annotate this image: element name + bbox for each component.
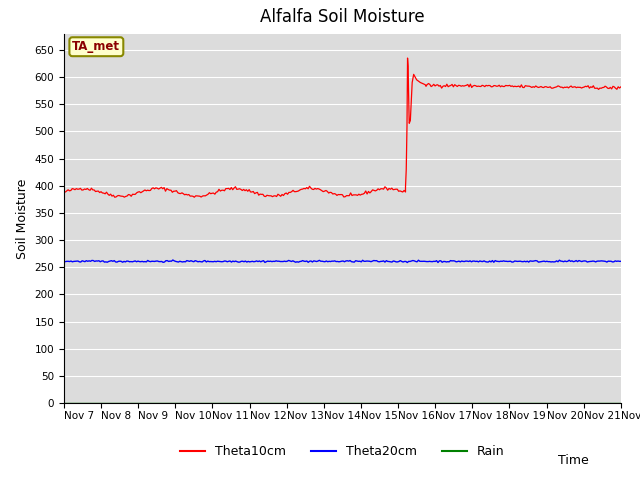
Theta20cm xyxy=(465,259,472,264)
Theta10cm xyxy=(493,84,500,89)
Title: Alfalfa Soil Moisture: Alfalfa Soil Moisture xyxy=(260,9,425,26)
Text: Time: Time xyxy=(558,454,589,467)
Theta10cm xyxy=(111,194,118,200)
Y-axis label: Soil Moisture: Soil Moisture xyxy=(16,178,29,259)
Theta20cm xyxy=(169,257,177,263)
Line: Theta20cm: Theta20cm xyxy=(64,260,621,263)
Line: Theta10cm: Theta10cm xyxy=(64,58,621,197)
Theta10cm xyxy=(404,55,412,61)
Theta10cm xyxy=(226,187,234,192)
Theta10cm xyxy=(307,185,315,191)
Theta20cm xyxy=(60,259,68,265)
Theta20cm xyxy=(403,260,411,265)
Theta20cm xyxy=(127,259,135,264)
Text: TA_met: TA_met xyxy=(72,40,120,53)
Theta20cm xyxy=(243,259,251,265)
Theta10cm xyxy=(578,85,586,91)
Theta20cm xyxy=(468,259,476,264)
Theta10cm xyxy=(488,84,495,90)
Theta20cm xyxy=(617,258,625,264)
Theta20cm xyxy=(282,259,290,264)
Theta10cm xyxy=(60,189,68,195)
Legend: Theta10cm, Theta20cm, Rain: Theta10cm, Theta20cm, Rain xyxy=(175,441,509,464)
Theta10cm xyxy=(359,191,367,197)
Theta20cm xyxy=(413,259,421,264)
Theta10cm xyxy=(617,84,625,90)
